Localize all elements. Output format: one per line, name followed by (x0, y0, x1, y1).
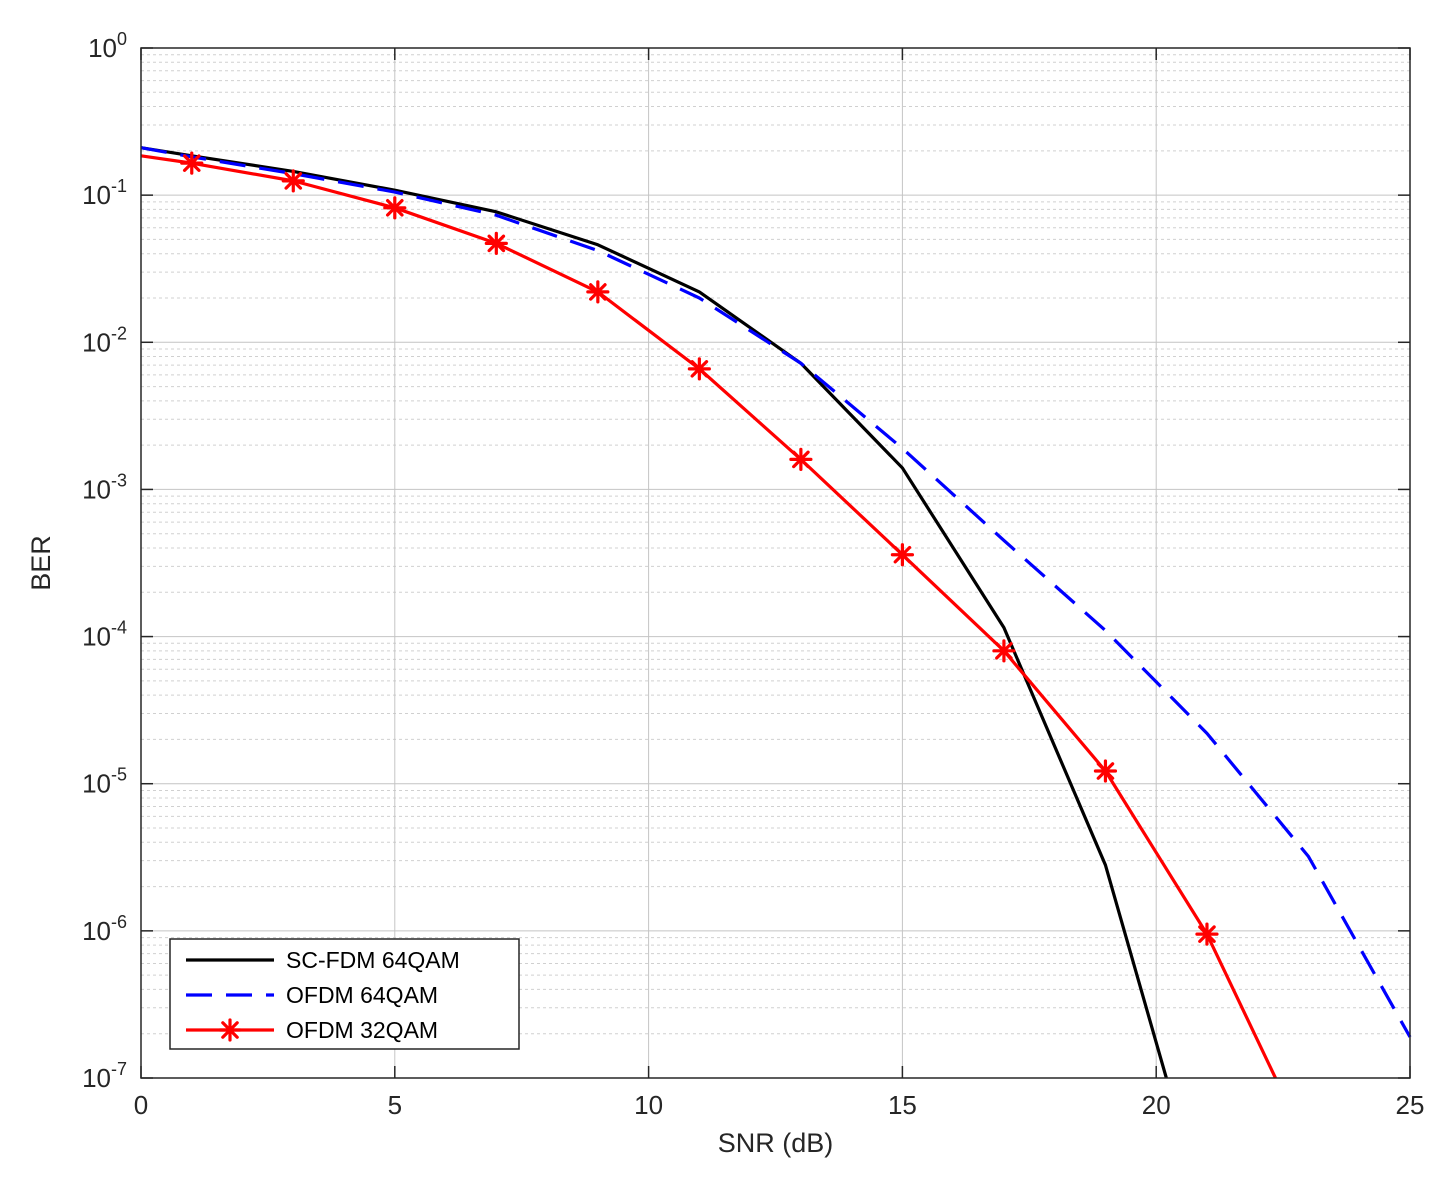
series-line-1 (140, 146, 1168, 1079)
plot-frame (140, 47, 1411, 1079)
y-tick-label: 10-5 (82, 765, 127, 799)
legend-label: OFDM 32QAM (286, 1017, 438, 1043)
data-point-marker (180, 151, 204, 175)
legend-entry: OFDM 32QAM (186, 1017, 438, 1043)
y-tick-label: 10-6 (82, 912, 127, 946)
legend-label: OFDM 64QAM (286, 982, 438, 1008)
data-point-marker (1195, 922, 1219, 946)
axis-ticks (140, 47, 1411, 1079)
x-tick-label: 25 (1396, 1090, 1425, 1120)
x-tick-label: 15 (888, 1090, 917, 1120)
legend-entry: SC-FDM 64QAM (186, 947, 460, 973)
plot-area (141, 48, 1410, 1078)
data-point-marker (687, 357, 711, 381)
data-point-marker (586, 280, 610, 304)
data-point-marker (484, 231, 508, 255)
y-tick-labels: 100 10-1 10-2 10-3 10-4 10-5 10-6 10-7 (82, 29, 127, 1093)
data-point-marker (281, 169, 305, 193)
y-tick-label: 10-7 (82, 1059, 127, 1093)
x-tick-label: 5 (388, 1090, 402, 1120)
y-axis-label: BER (26, 535, 56, 591)
legend-marker (218, 1018, 242, 1042)
series-layer (140, 146, 1412, 1079)
y-tick-label: 10-2 (82, 323, 127, 357)
data-point-marker (992, 639, 1016, 663)
legend-label: SC-FDM 64QAM (286, 947, 460, 973)
y-tick-label: 10-1 (82, 176, 127, 210)
x-tick-labels: 0 5 10 15 20 25 (134, 1090, 1425, 1120)
series-line-2 (140, 146, 1412, 1038)
x-axis-label: SNR (dB) (718, 1128, 834, 1158)
x-tick-label: 10 (634, 1090, 663, 1120)
legend-entry: OFDM 64QAM (186, 982, 438, 1008)
x-tick-label: 20 (1142, 1090, 1171, 1120)
data-point-marker (383, 196, 407, 220)
data-point-marker (890, 543, 915, 567)
x-tick-label: 0 (134, 1090, 148, 1120)
legend: SC-FDM 64QAM OFDM 64QAM OFDM 32QAM (169, 938, 520, 1050)
y-tick-label: 10-4 (82, 618, 127, 652)
data-point-marker (1093, 759, 1118, 783)
y-tick-label: 10-3 (82, 470, 127, 504)
y-tick-label: 100 (88, 29, 127, 63)
data-point-marker (789, 447, 813, 471)
